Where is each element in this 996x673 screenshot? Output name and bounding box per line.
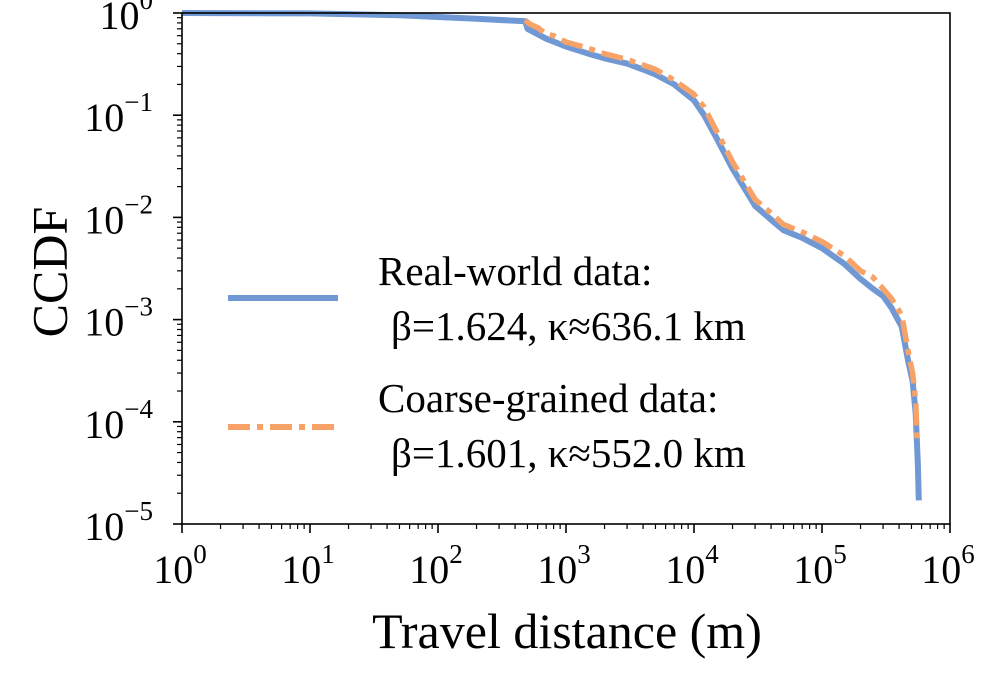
x-tick-label: 101: [281, 539, 335, 592]
legend-label-coarse-grained: Coarse-grained data:: [378, 375, 718, 421]
x-tick-label: 105: [793, 539, 847, 592]
plot-frame: [181, 12, 951, 525]
x-tick-label: 104: [665, 539, 719, 592]
legend-params-coarse-grained: β=1.601, κ≈552.0 km: [391, 430, 746, 476]
y-tick-label: 10−5: [84, 496, 153, 549]
y-tick-label: 10−3: [84, 292, 153, 345]
y-axis-label: CCDF: [21, 207, 77, 338]
y-tick-label: 10−1: [84, 87, 153, 140]
plot-layer: [181, 10, 922, 501]
y-tick-label: 10−4: [84, 394, 153, 447]
legend-label-real-world: Real-world data:: [378, 248, 652, 294]
legend-params-real-world: β=1.624, κ≈636.1 km: [391, 303, 746, 349]
series-line-coarse-grained: [523, 18, 921, 445]
x-axis-label: Travel distance (m): [372, 603, 762, 659]
legend: Real-world data: β=1.624, κ≈636.1 km Coa…: [228, 248, 746, 476]
y-tick-label: 10−2: [84, 189, 153, 242]
x-tick-label: 100: [153, 539, 207, 592]
x-tick-label: 103: [537, 539, 591, 592]
x-tick-label: 102: [409, 539, 463, 592]
ticks-layer: 100 101 102 103 104 105 106 100 10−1 10−2 10−3 10−4…: [84, 0, 974, 592]
x-tick-label: 106: [921, 539, 975, 592]
y-tick-label: 100: [100, 0, 154, 38]
series-line-real-world: [181, 10, 922, 501]
